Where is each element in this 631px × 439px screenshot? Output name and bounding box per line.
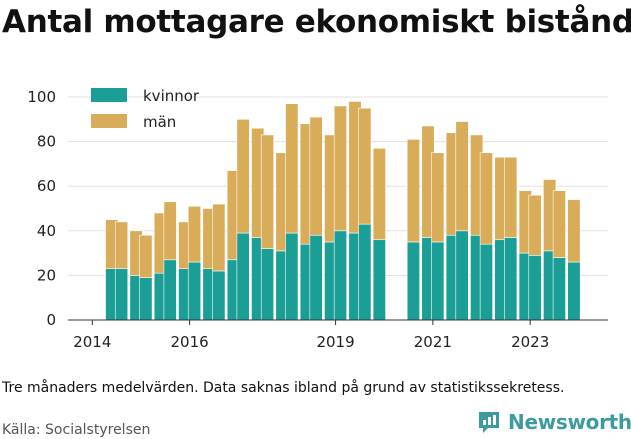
axes: 0 20 40 60 80 100 2014 2016 2019 2021 2023 [27, 88, 608, 351]
x-tick-label: 2019 [316, 333, 354, 351]
bar-man [309, 116, 323, 236]
bar-kvinnor [431, 241, 445, 321]
bar-man [260, 134, 275, 249]
y-tick-label: 20 [37, 266, 56, 284]
bar-kvinnor [372, 239, 386, 321]
bar-kvinnor [333, 230, 347, 321]
x-tick-label: 2023 [511, 333, 549, 351]
x-tick-label: 2021 [414, 333, 452, 351]
bar-man [455, 121, 469, 232]
bar-kvinnor [455, 230, 469, 321]
bar-kvinnor [528, 255, 542, 321]
bar-man [333, 105, 347, 232]
y-tick-label: 40 [37, 222, 56, 240]
bar-kvinnor [552, 257, 566, 321]
bar-kvinnor [479, 243, 493, 321]
x-tick-label: 2016 [171, 333, 209, 351]
y-tick-label: 0 [46, 311, 56, 329]
stacked-bar-chart: 0 20 40 60 80 100 2014 2016 2019 2021 2023 kvinnor… [27, 87, 608, 351]
bar-kvinnor [567, 261, 581, 321]
bar-kvinnor [114, 268, 129, 321]
source-text: Källa: Socialstyrelsen [2, 422, 151, 438]
brand-logo: Newsworthy [476, 409, 631, 435]
y-tick-label: 100 [27, 88, 56, 106]
bar-kvinnor [163, 259, 177, 321]
legend-label-kvinnor: kvinnor [143, 87, 200, 105]
footnote: Tre månaders medelvärden. Data saknas ib… [2, 380, 565, 396]
bar-man [114, 221, 129, 270]
y-tick-label: 60 [37, 177, 56, 195]
bar-kvinnor [187, 261, 202, 321]
bar-man [406, 139, 420, 243]
bar-kvinnor [504, 237, 518, 321]
bar-kvinnor [309, 234, 323, 321]
bar-kvinnor [358, 223, 372, 321]
bar-man [139, 234, 153, 278]
y-tick-label: 80 [37, 133, 56, 151]
bar-man [212, 203, 226, 272]
bar-man [528, 194, 542, 256]
bar-kvinnor [260, 248, 275, 321]
bar-kvinnor [406, 241, 420, 321]
x-tick-label: 2014 [73, 333, 111, 351]
legend-label-man: män [143, 113, 176, 131]
bar-man [236, 119, 250, 234]
bar-man [187, 205, 202, 263]
bar-kvinnor [285, 232, 299, 321]
bars [105, 101, 581, 321]
bar-man [504, 156, 518, 238]
legend-swatch-kvinnor [91, 88, 127, 102]
bar-kvinnor [212, 270, 226, 321]
bar-kvinnor [139, 277, 153, 321]
bar-man [431, 152, 445, 243]
bar-man [552, 190, 566, 258]
newsworthy-icon [479, 412, 499, 433]
page-title: Antal mottagare ekonomiskt bistånd [2, 4, 631, 40]
bar-kvinnor [236, 232, 250, 321]
bar-man [567, 199, 581, 263]
legend: kvinnor män [91, 87, 200, 131]
bar-man [479, 152, 493, 245]
legend-swatch-man [91, 114, 127, 128]
bar-man [372, 147, 386, 241]
bar-man [358, 107, 372, 225]
bar-man [163, 201, 177, 261]
brand-name: Newsworthy [508, 410, 631, 434]
bar-man [285, 103, 299, 234]
